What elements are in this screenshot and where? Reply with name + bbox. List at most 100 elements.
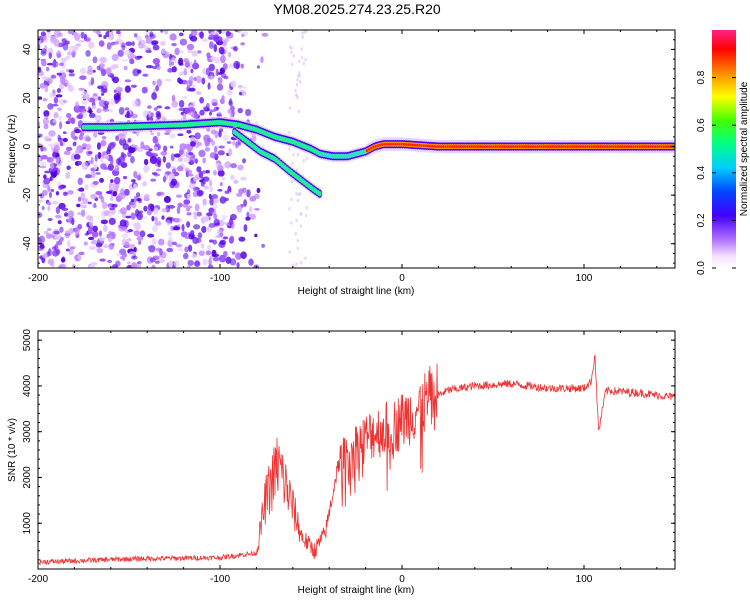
spectrogram-noise-cell [39, 242, 45, 249]
spectrogram-noise-cell [52, 118, 57, 124]
spectrogram-noise-cell [172, 217, 180, 223]
spectrogram-noise-cell [43, 123, 49, 130]
spectrogram-noise-cell [101, 92, 105, 96]
spectrogram-noise-cell [133, 230, 141, 237]
spectrogram-noise-cell [57, 134, 62, 141]
spectrogram-noise-cell [142, 73, 149, 77]
spectrogram-noise-cell [213, 145, 218, 153]
spectrogram-noise-cell [164, 106, 171, 110]
spectrogram-noise-cell [296, 77, 299, 82]
spectrogram-noise-cell [60, 257, 66, 263]
spectrogram-noise-cell [179, 143, 187, 151]
spectrogram-noise-cell [145, 37, 153, 44]
spectrogram-noise-cell [220, 55, 226, 64]
spectrogram-noise-cell [120, 220, 126, 226]
spectrogram-noise-cell [208, 239, 214, 243]
spectrogram-noise-cell [90, 170, 96, 179]
spectrogram-noise-cell [187, 173, 194, 177]
spectrogram-noise-cell [79, 105, 86, 109]
spectrogram-noise-cell [96, 30, 101, 35]
spectrogram-noise-cell [181, 96, 188, 100]
spectrogram-noise-cell [193, 76, 197, 82]
spectrogram-noise-cell [215, 68, 219, 77]
spectrogram-noise-cell [150, 132, 155, 136]
spectrogram-noise-cell [55, 206, 61, 214]
spectrogram-noise-cell [168, 236, 173, 243]
spectrogram-noise-cell [233, 45, 238, 52]
spectrogram-noise-cell [202, 258, 208, 266]
spectrogram-noise-cell [203, 185, 209, 190]
spectrogram-noise-cell [38, 43, 41, 51]
spectrogram-noise-cell [94, 154, 98, 162]
spectrogram-noise-cell [57, 264, 64, 268]
spectrogram-noise-cell [205, 226, 212, 233]
spectrogram-noise-cell [183, 68, 187, 76]
spectrogram-noise-cell [171, 100, 179, 108]
spectrogram-noise-cell [162, 176, 167, 183]
spectrogram-noise-cell [124, 85, 131, 93]
spectrogram-noise-cell [198, 31, 204, 38]
spectrogram-noise-cell [116, 158, 122, 165]
spectrogram-noise-cell [184, 61, 190, 68]
spectrogram-noise-cell [81, 100, 88, 105]
spectrogram-noise-cell [138, 240, 142, 245]
spectrogram-noise-cell [56, 88, 62, 94]
spectrogram-noise-cell [110, 179, 114, 184]
spectrogram-noise-cell [157, 238, 165, 246]
snr-y-ticks: 1000 2000 3000 4000 5000 [22, 329, 675, 570]
spectrogram-noise-cell [61, 79, 69, 86]
spectrogram-noise-cell [227, 148, 233, 156]
spectrogram-noise-cell [73, 104, 82, 113]
spectrogram-noise-cell [149, 203, 155, 211]
spectrogram-noise-cell [81, 143, 87, 148]
spectrogram-noise-cell [45, 233, 53, 239]
spectrogram-noise-cell [50, 74, 57, 79]
spectrogram-noise-cell [211, 249, 217, 257]
spectrogram-noise-cell [77, 39, 85, 43]
spectrogram-noise-cell [151, 215, 155, 222]
spectrogram-noise-cell [240, 176, 247, 181]
spectrogram-noise-cell [236, 205, 243, 213]
spectrogram-noise-cell [73, 153, 81, 160]
spectrogram-noise-cell [52, 151, 60, 158]
spectrogram-noise-cell [154, 221, 162, 226]
spectrogram-noise-cell [111, 63, 119, 69]
spectrogram-noise-cell [110, 98, 116, 107]
spectrogram-x-tick-label: -100 [210, 273, 230, 284]
spectrogram-noise-cell [209, 152, 217, 159]
spectrogram-noise-cell [108, 31, 112, 40]
spectrogram-noise-cell [131, 179, 136, 183]
spectrogram-noise-cell [208, 63, 215, 72]
spectrogram-noise-cell [80, 192, 86, 201]
spectrogram-noise-cell [99, 56, 107, 64]
spectrogram-noise-cell [96, 247, 104, 254]
spectrogram-noise-cell [147, 105, 152, 109]
spectrogram-noise-cell [128, 251, 137, 257]
spectrogram-noise-cell [175, 194, 183, 198]
spectrogram-noise-cell [66, 165, 71, 171]
spectrogram-noise-cell [256, 187, 261, 194]
spectrogram-noise-cell [161, 48, 167, 55]
spectrogram-noise-cell [38, 199, 43, 203]
spectrogram-noise-cell [56, 181, 62, 187]
spectrogram-noise-cell [202, 198, 207, 206]
spectrogram-noise-cell [163, 145, 168, 152]
spectrogram-noise-cell [196, 166, 202, 173]
spectrogram-noise-cell [215, 36, 223, 42]
spectrogram-noise-cell [68, 69, 75, 73]
spectrogram-noise-cell [59, 141, 64, 147]
spectrogram-noise-cell [79, 67, 87, 75]
snr-x-label: Height of straight line (km) [298, 585, 415, 596]
spectrogram-noise-cell [153, 208, 159, 214]
spectrogram-noise-cell [187, 244, 193, 252]
spectrogram-noise-cell [297, 109, 301, 114]
snr-x-tick-label: -100 [210, 574, 230, 585]
spectrogram-noise-cell [193, 176, 197, 182]
spectrogram-noise-cell [56, 240, 63, 246]
spectrogram-noise-cell [112, 76, 120, 84]
spectrogram-noise-cell [186, 189, 191, 195]
spectrogram-noise-cell [219, 196, 227, 204]
spectrogram-noise-cell [115, 135, 120, 141]
spectrogram-noise-cell [117, 49, 124, 57]
spectrogram-noise-cell [98, 34, 102, 38]
